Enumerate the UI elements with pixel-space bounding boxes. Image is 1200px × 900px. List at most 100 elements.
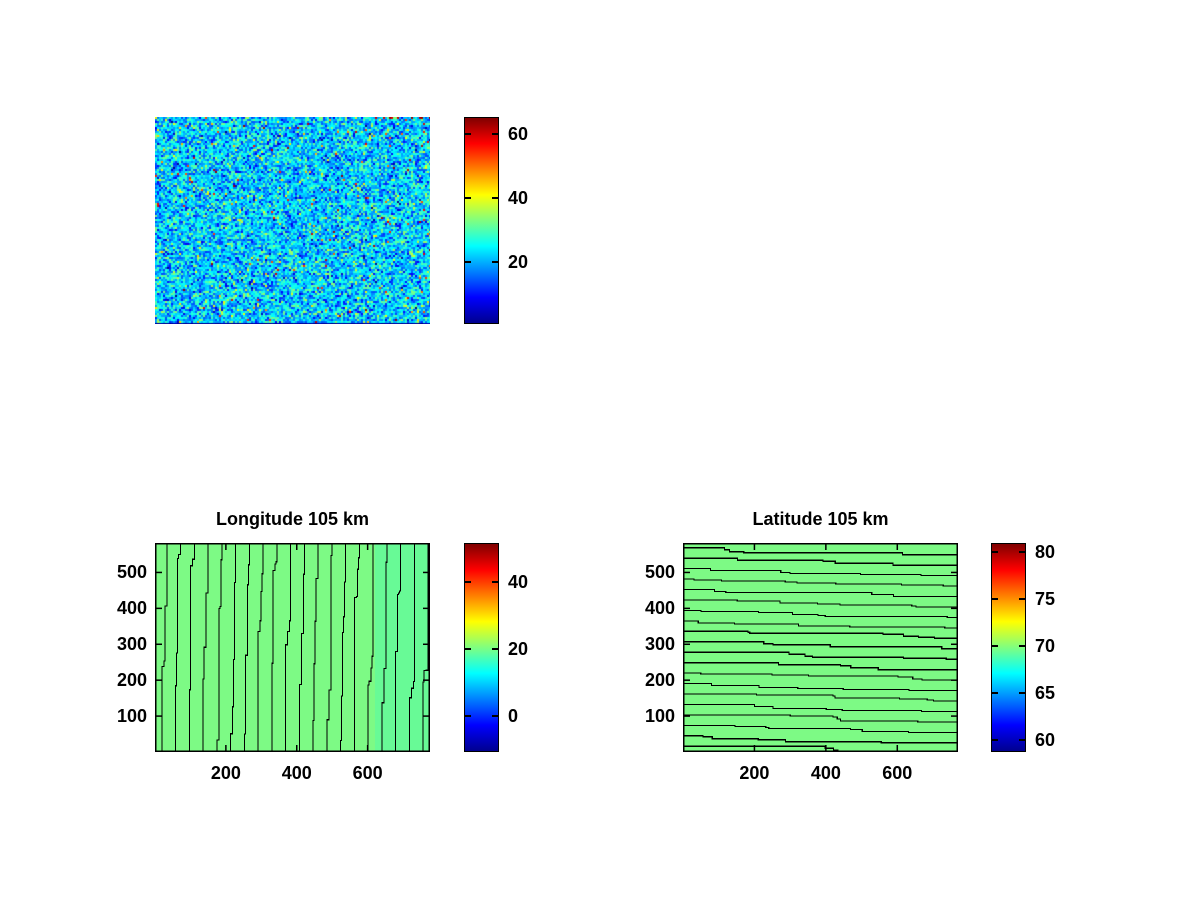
- contour-line: [683, 609, 958, 618]
- contour-line: [243, 543, 250, 752]
- axes-border: [683, 543, 958, 752]
- colorbar-tick-mark: [465, 197, 471, 200]
- x-tick-label: 200: [739, 763, 770, 783]
- colorbar-tick-mark: [992, 644, 998, 647]
- contour-line: [683, 683, 958, 692]
- colorbar-tick-label: 60: [508, 124, 529, 145]
- colorbar-tick-mark: [1019, 691, 1025, 694]
- colorbar-noise: [464, 117, 499, 324]
- contour-line: [683, 714, 958, 723]
- colorbar-tick-label: 20: [508, 252, 529, 273]
- colorbar-tick-mark: [465, 261, 471, 264]
- contour-line: [422, 543, 429, 752]
- contour-line: [683, 672, 958, 681]
- contour-line: [683, 641, 958, 650]
- contour-line: [683, 557, 958, 566]
- x-tick-label: 200: [210, 763, 241, 783]
- colorbar-tick-mark: [992, 597, 998, 600]
- contour-fill: [155, 543, 375, 752]
- x-tick-label: 600: [882, 763, 913, 783]
- latitude-contour-plot: [683, 543, 958, 752]
- colorbar-latitude: [991, 543, 1026, 752]
- contour-fill-band: [375, 543, 430, 752]
- colorbar-tick-mark: [992, 550, 998, 553]
- colorbar-tick-label: 75: [1035, 588, 1056, 609]
- contour-line: [381, 543, 388, 752]
- colorbar-tick-mark: [465, 714, 471, 717]
- y-tick-label: 100: [644, 706, 675, 727]
- contour-line: [395, 543, 402, 752]
- contour-line: [683, 599, 958, 608]
- y-tick-label: 300: [644, 634, 675, 655]
- y-tick-label: 400: [644, 598, 675, 619]
- y-tick-label: 200: [116, 670, 147, 691]
- contour-fill: [683, 543, 958, 752]
- contour-line: [312, 543, 319, 752]
- colorbar-tick-mark: [1019, 738, 1025, 741]
- contour-line: [353, 543, 360, 752]
- contour-line: [683, 568, 958, 577]
- contour-line: [161, 543, 168, 752]
- colorbar-tick-mark: [492, 261, 498, 264]
- contour-line: [683, 651, 958, 660]
- y-tick-label: 500: [644, 562, 675, 583]
- contour-line: [683, 630, 958, 639]
- contour-line: [683, 693, 958, 702]
- colorbar-tick-mark: [992, 691, 998, 694]
- x-tick-label: 400: [810, 763, 841, 783]
- contour-line: [216, 543, 223, 752]
- colorbar-tick-mark: [1019, 550, 1025, 553]
- colorbar-tick-label: 40: [508, 188, 529, 209]
- x-tick-label: 600: [352, 763, 383, 783]
- plot-title-longitude: Longitude 105 km: [215, 509, 370, 529]
- x-tick-label: 400: [281, 763, 312, 783]
- axes-border: [155, 543, 430, 752]
- contour-line: [285, 543, 292, 752]
- contour-line: [683, 620, 958, 629]
- contour-line: [175, 543, 182, 752]
- colorbar-tick-label: 0: [508, 705, 519, 726]
- colorbar-tick-label: 20: [508, 639, 529, 660]
- contour-line: [683, 578, 958, 587]
- contour-line: [683, 724, 958, 733]
- colorbar-tick-mark: [1019, 644, 1025, 647]
- contour-line: [683, 662, 958, 671]
- contour-line: [408, 543, 415, 752]
- colorbar-tick-mark: [465, 133, 471, 136]
- contour-line: [683, 547, 958, 556]
- colorbar-tick-label: 60: [1035, 729, 1056, 750]
- contour-line: [202, 543, 209, 752]
- contour-line: [683, 588, 958, 598]
- y-tick-label: 200: [644, 670, 675, 691]
- contour-line: [367, 543, 374, 752]
- y-tick-label: 500: [116, 562, 147, 583]
- longitude-contour-plot: [155, 543, 430, 752]
- contour-line: [188, 543, 195, 752]
- noise-heatmap-image: [155, 117, 430, 324]
- colorbar-longitude: [464, 543, 499, 752]
- colorbar-tick-mark: [492, 714, 498, 717]
- contour-line: [257, 543, 264, 752]
- colorbar-tick-mark: [492, 581, 498, 584]
- colorbar-tick-label: 65: [1035, 682, 1056, 703]
- y-tick-label: 400: [116, 598, 147, 619]
- colorbar-tick-label: 70: [1035, 635, 1056, 656]
- contour-line: [230, 543, 237, 752]
- colorbar-tick-mark: [492, 197, 498, 200]
- colorbar-tick-mark: [465, 648, 471, 651]
- plot-title-latitude: Latitude 105 km: [752, 509, 889, 529]
- contour-line: [340, 543, 347, 752]
- y-tick-label: 100: [116, 706, 147, 727]
- colorbar-tick-mark: [492, 648, 498, 651]
- contour-line: [683, 703, 958, 713]
- y-tick-label: 300: [116, 634, 147, 655]
- contour-line: [271, 543, 278, 752]
- colorbar-tick-mark: [465, 581, 471, 584]
- colorbar-tick-label: 80: [1035, 541, 1056, 562]
- contour-line: [326, 543, 333, 752]
- colorbar-tick-mark: [1019, 597, 1025, 600]
- colorbar-tick-mark: [992, 738, 998, 741]
- colorbar-tick-label: 40: [508, 572, 529, 593]
- contour-line: [298, 543, 305, 752]
- contour-line: [683, 735, 958, 744]
